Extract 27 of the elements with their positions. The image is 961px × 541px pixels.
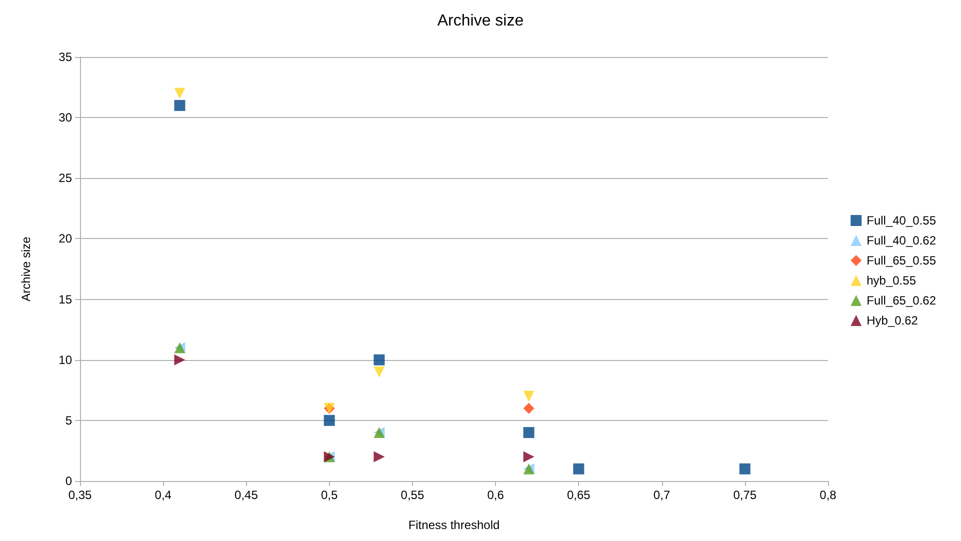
x-tick-label: 0,6 xyxy=(487,488,504,502)
y-tick-label: 35 xyxy=(58,50,72,64)
x-tick-label: 0,5 xyxy=(320,488,338,502)
legend-label: Full_65_0.62 xyxy=(866,294,936,308)
x-tick-label: 0,55 xyxy=(400,488,424,502)
legend-label: Full_40_0.62 xyxy=(866,234,936,248)
legend-label: Hyb_0.62 xyxy=(866,314,918,328)
x-tick-label: 0,4 xyxy=(154,488,172,502)
x-tick-label: 0,75 xyxy=(733,488,757,502)
y-tick-label: 10 xyxy=(58,352,72,367)
y-tick-label: 15 xyxy=(58,292,72,306)
legend-label: hyb_0.55 xyxy=(866,274,916,288)
y-axis-title: Archive size xyxy=(19,236,33,302)
x-tick-label: 0,45 xyxy=(234,488,258,502)
legend-label: Full_40_0.55 xyxy=(866,214,936,228)
x-axis-title: Fitness threshold xyxy=(408,518,500,532)
y-tick-label: 0 xyxy=(65,474,72,488)
y-tick-label: 30 xyxy=(58,110,72,125)
x-tick-label: 0,65 xyxy=(566,488,591,502)
y-tick-label: 20 xyxy=(58,232,72,246)
legend-label: Full_65_0.55 xyxy=(866,254,936,268)
x-tick-label: 0,7 xyxy=(653,488,670,502)
chart-title: Archive size xyxy=(437,12,524,30)
y-tick-label: 25 xyxy=(58,171,72,186)
x-tick-label: 0,35 xyxy=(68,488,92,502)
x-tick-label: 0,8 xyxy=(820,488,837,502)
y-tick-label: 5 xyxy=(65,413,72,428)
